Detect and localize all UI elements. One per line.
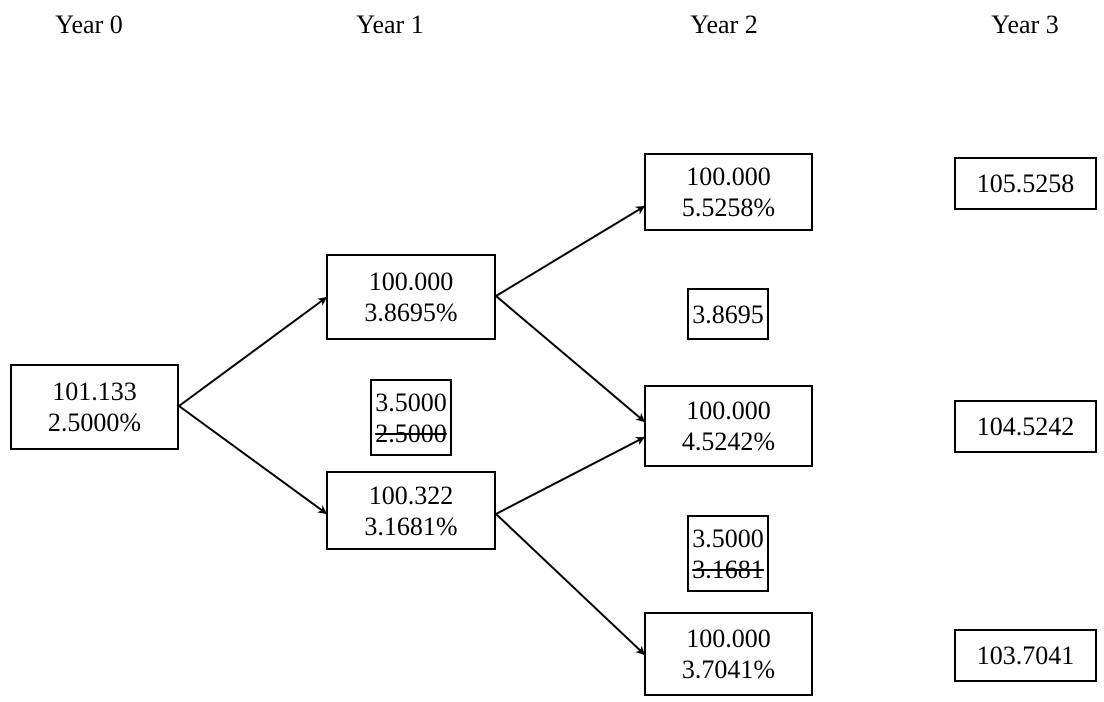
node-year-2-dd: 100.000 3.7041% <box>644 612 813 696</box>
node-rate: 2.5000% <box>47 408 142 437</box>
node-price: 100.322 <box>368 480 454 510</box>
struck-value: 2.5000 <box>375 418 447 448</box>
arrow-y0-to-y1-down <box>178 405 328 515</box>
node-rate: 3.1681% <box>364 511 458 541</box>
terminal-year-3-c: 103.7041 <box>954 629 1097 682</box>
coupon-box-year-2-down: 3.5000 3.1681 <box>687 515 769 592</box>
node-year-2-uu: 100.000 5.5258% <box>644 153 813 231</box>
node-price: 100.000 <box>686 396 771 425</box>
node-year-1-down: 100.322 3.1681% <box>326 471 496 550</box>
arrow-y1down-to-y2-dd <box>495 513 646 656</box>
coupon-box-year-2-up: 3.8695 <box>687 288 769 340</box>
node-rate: 5.5258% <box>681 193 776 222</box>
header-year-3: Year 3 <box>991 10 1059 39</box>
node-rate: 3.7041% <box>681 655 776 684</box>
arrow-y1up-to-y2-uu <box>495 205 646 297</box>
node-rate: 3.8695% <box>364 298 458 327</box>
terminal-value: 104.5242 <box>976 412 1075 441</box>
coupon-box-year-1: 3.5000 2.5000 <box>370 379 452 456</box>
coupon-value: 3.5000 <box>375 387 447 417</box>
arrow-y1down-to-y2-ud <box>495 436 646 515</box>
node-rate: 4.5242% <box>681 427 776 456</box>
coupon-value: 3.5000 <box>692 523 764 553</box>
header-year-2: Year 2 <box>690 10 758 39</box>
node-price: 101.133 <box>52 377 137 406</box>
node-price: 100.000 <box>686 624 771 653</box>
arrow-y0-to-y1-up <box>178 296 328 407</box>
header-year-0: Year 0 <box>55 10 123 39</box>
struck-value: 3.1681 <box>692 554 764 584</box>
terminal-value: 105.5258 <box>976 169 1075 198</box>
terminal-year-3-a: 105.5258 <box>954 157 1097 210</box>
terminal-year-3-b: 104.5242 <box>954 400 1097 453</box>
terminal-value: 103.7041 <box>976 641 1075 670</box>
coupon-value: 3.8695 <box>692 299 764 329</box>
node-price: 100.000 <box>368 267 454 296</box>
node-year-0: 101.133 2.5000% <box>10 364 179 450</box>
node-year-2-ud: 100.000 4.5242% <box>644 385 813 467</box>
arrow-y1up-to-y2-ud <box>495 295 646 423</box>
header-year-1: Year 1 <box>356 10 424 39</box>
node-price: 100.000 <box>686 162 771 191</box>
node-year-1-up: 100.000 3.8695% <box>326 254 496 340</box>
